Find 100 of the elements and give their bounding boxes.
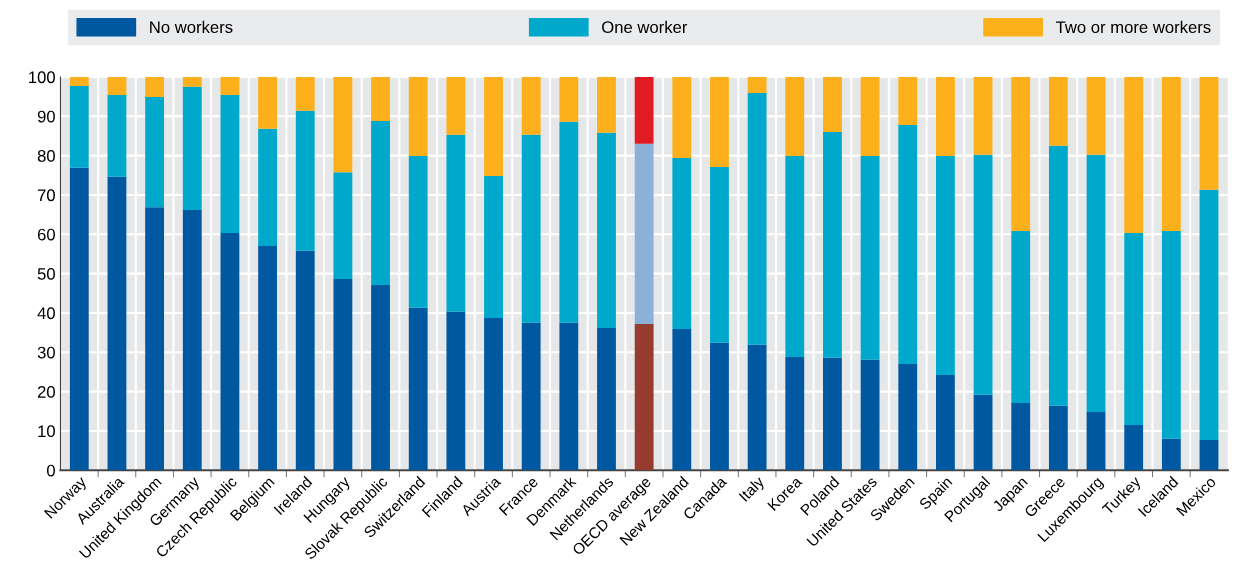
bar (408, 76, 428, 156)
bar (785, 76, 805, 156)
bar (634, 76, 654, 144)
bar (1161, 438, 1181, 471)
bar (860, 156, 880, 360)
bar (1161, 231, 1181, 439)
bar (484, 318, 503, 471)
bar (785, 356, 805, 471)
bar (973, 154, 993, 395)
bar (1124, 76, 1144, 234)
bar (1199, 439, 1219, 471)
bar (823, 76, 842, 133)
bar (1086, 76, 1106, 155)
bar (559, 121, 579, 323)
bar (597, 76, 616, 133)
bar (823, 132, 842, 358)
bar (258, 128, 277, 247)
bar (333, 172, 353, 280)
bar (295, 110, 315, 251)
bar (597, 327, 616, 471)
x-tick-label: Italy (738, 475, 768, 504)
bar (408, 307, 428, 471)
bar (521, 134, 541, 323)
bar (747, 76, 767, 94)
bar (182, 76, 202, 87)
bar (710, 342, 729, 471)
bar (258, 246, 277, 471)
bar (634, 143, 654, 324)
bar (182, 86, 202, 210)
bar (559, 76, 579, 122)
bar (1199, 76, 1219, 190)
bar (634, 323, 654, 471)
bar (747, 344, 767, 471)
bar (1124, 425, 1144, 471)
legend-label: Two or more workers (1055, 20, 1211, 34)
y-tick-label: 40 (37, 307, 55, 320)
bar (1048, 76, 1068, 146)
bar (521, 322, 541, 471)
bar (333, 279, 353, 471)
bar (860, 76, 880, 156)
bar (446, 311, 466, 471)
bar (484, 176, 503, 319)
y-tick-label: 10 (38, 425, 55, 438)
bar (408, 156, 428, 308)
bar (1011, 231, 1031, 403)
bar (145, 207, 165, 471)
bar (973, 76, 993, 155)
legend-label: No workers (150, 20, 233, 34)
bar (69, 86, 89, 168)
bar (484, 76, 503, 177)
legend-label: One worker (602, 20, 688, 34)
y-tick-label: 60 (37, 228, 55, 241)
bar (1048, 405, 1068, 471)
bar (559, 322, 579, 471)
bar (145, 76, 165, 98)
bar (69, 76, 89, 86)
bar (973, 394, 993, 471)
bar (182, 209, 202, 471)
bar (107, 95, 127, 177)
y-tick-label: 90 (37, 110, 55, 123)
bar (672, 157, 692, 330)
bar (1161, 76, 1181, 232)
bar (107, 76, 127, 96)
bar (672, 329, 692, 471)
bar (1086, 154, 1106, 413)
bar (371, 121, 390, 286)
bar (672, 76, 692, 158)
bar (710, 167, 729, 343)
bar (785, 156, 805, 357)
bar (1086, 412, 1106, 471)
bar (898, 124, 918, 365)
bar (710, 76, 729, 168)
bar (69, 167, 89, 471)
bar (258, 76, 277, 129)
bar (220, 76, 240, 96)
bar (371, 76, 390, 121)
bar (145, 97, 165, 208)
bar (107, 176, 127, 471)
bar (1011, 76, 1031, 232)
bar (1124, 233, 1144, 426)
bar (935, 156, 955, 376)
bar (1011, 403, 1031, 471)
bar (371, 285, 390, 471)
bar (220, 95, 240, 234)
bar (898, 364, 918, 471)
y-tick-label: 70 (37, 189, 55, 202)
bar (1199, 189, 1219, 440)
bar (446, 134, 466, 312)
y-tick-label: 50 (37, 268, 55, 280)
y-tick-label: 30 (37, 346, 55, 359)
bar (935, 375, 955, 471)
y-tick-label: 0 (46, 464, 55, 477)
bar (295, 76, 315, 111)
bar (823, 357, 842, 471)
bar (220, 233, 240, 471)
y-tick-label: 100 (29, 71, 55, 84)
bar (747, 93, 767, 345)
bar (860, 359, 880, 471)
bar (935, 76, 955, 156)
y-tick-label: 20 (37, 385, 55, 398)
